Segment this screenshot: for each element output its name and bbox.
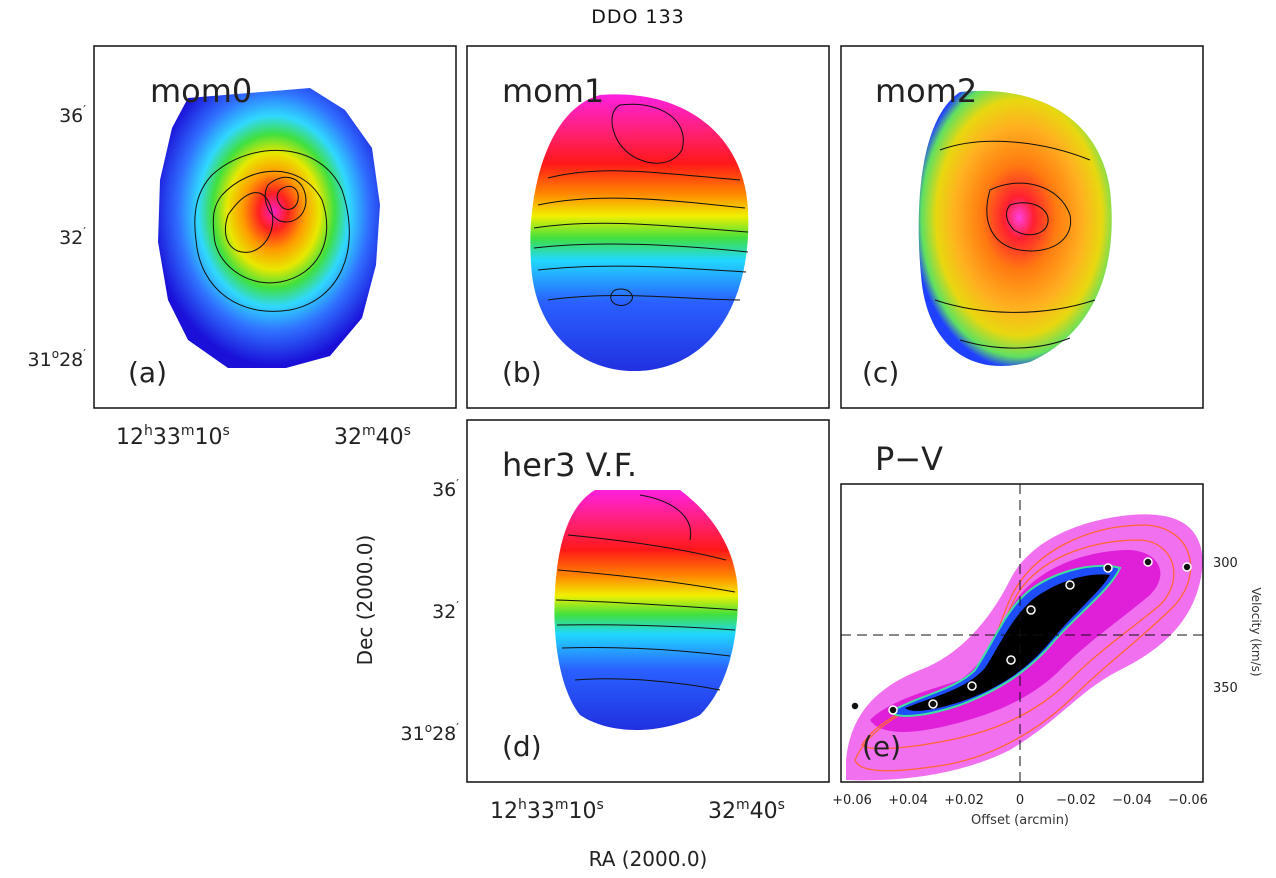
mom2-contours xyxy=(934,140,1096,349)
ra-tick-label: 32m40s xyxy=(708,797,785,824)
panel-e-label: P−V xyxy=(875,440,943,478)
dec-tick-label: 36′ xyxy=(432,477,459,501)
ra-axis-title: RA (2000.0) xyxy=(589,847,708,871)
ra-axis-top: 12h33m10s 32m40s xyxy=(116,423,411,450)
panel-d-frame xyxy=(466,419,830,783)
panel-c-letter: (c) xyxy=(862,356,899,389)
ra-tick-label: 12h33m10s xyxy=(116,423,230,450)
pv-point xyxy=(888,705,898,715)
mom2-dispersion-map xyxy=(918,90,1112,367)
pv-x-tick: 0 xyxy=(1016,793,1024,808)
dec-tick-label: 32′ xyxy=(432,599,459,623)
panel-d-letter: (d) xyxy=(502,730,542,763)
figure-title: DDO 133 xyxy=(591,6,685,28)
mom1-velocity-map xyxy=(530,94,749,372)
pv-point xyxy=(1006,655,1016,665)
pv-x-tick: +0.06 xyxy=(832,793,872,808)
panel-b-letter: (b) xyxy=(502,356,542,389)
ra-tick-label: 12h33m10s xyxy=(490,797,604,824)
panel-a-letter: (a) xyxy=(128,356,167,389)
panel-b-mom1: mom1 (b) xyxy=(466,45,830,409)
pv-point xyxy=(1026,605,1036,615)
dec-axis-top: 36′ 32′ 31o28′ xyxy=(28,103,87,371)
mom1-contours xyxy=(533,103,749,306)
dec-axis-bottom: 36′ 32′ 31o28′ xyxy=(401,477,460,745)
pv-point xyxy=(1182,562,1192,572)
ra-tick-label: 32m40s xyxy=(334,423,411,450)
pv-point xyxy=(1143,557,1153,567)
pv-point xyxy=(1103,563,1113,573)
dec-tick-label: 36′ xyxy=(59,103,86,127)
pv-x-ticks: +0.06 +0.04 +0.02 0 −0.02 −0.04 −0.06 xyxy=(832,793,1208,808)
panel-b-label: mom1 xyxy=(502,72,604,110)
panel-c-frame xyxy=(840,45,1204,409)
pv-x-tick: −0.04 xyxy=(1112,793,1152,808)
panel-d-her3-vf: her3 V.F. (d) xyxy=(466,419,830,783)
pv-rotation-curve-points xyxy=(850,557,1192,715)
pv-x-tick: −0.02 xyxy=(1056,793,1096,808)
her3-contours xyxy=(555,494,738,691)
pv-point xyxy=(967,681,977,691)
her3-velocity-map xyxy=(554,490,739,730)
pv-point xyxy=(850,701,860,711)
panel-a-label: mom0 xyxy=(150,72,252,110)
ra-axis-bottom: 12h33m10s 32m40s xyxy=(490,797,785,824)
dec-axis-title: Dec (2000.0) xyxy=(353,535,377,666)
panel-e-letter: (e) xyxy=(862,730,901,763)
panel-a-frame xyxy=(93,45,457,409)
panel-e-pv: P−V (e) +0.06 +0.04 +0.02 0 −0.02 −0.04 … xyxy=(832,440,1263,828)
panel-c-label: mom2 xyxy=(875,72,977,110)
mom0-contours xyxy=(194,149,350,312)
pv-x-axis-label: Offset (arcmin) xyxy=(971,813,1069,828)
pv-point xyxy=(928,699,938,709)
mom0-intensity-map xyxy=(158,88,380,368)
panel-c-mom2: mom2 (c) xyxy=(840,45,1204,409)
panel-a-mom0: mom0 (a) xyxy=(93,45,457,409)
dec-tick-label: 31o28′ xyxy=(28,347,87,371)
dec-tick-label: 31o28′ xyxy=(401,721,460,745)
panel-b-frame xyxy=(466,45,830,409)
panel-d-label: her3 V.F. xyxy=(502,446,637,484)
dec-tick-label: 32′ xyxy=(59,225,86,249)
pv-y-tick: 350 xyxy=(1213,681,1238,696)
pv-y-axis-label: Velocity (km/s) xyxy=(1249,587,1263,676)
pv-x-tick: +0.02 xyxy=(944,793,984,808)
pv-core-ridge xyxy=(905,574,1110,711)
pv-y-tick: 300 xyxy=(1213,556,1238,571)
pv-point xyxy=(1065,580,1075,590)
pv-x-tick: −0.06 xyxy=(1168,793,1208,808)
pv-x-tick: +0.04 xyxy=(888,793,928,808)
panel-e-frame xyxy=(840,483,1204,783)
